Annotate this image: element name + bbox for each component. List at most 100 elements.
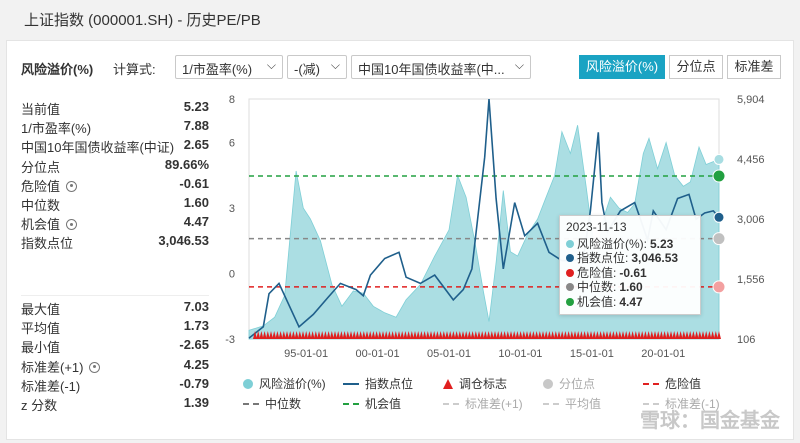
rebalance-marker xyxy=(259,331,264,339)
tab-percentile[interactable]: 分位点 xyxy=(669,55,723,79)
stat-row: 当前值 5.23 xyxy=(21,99,209,118)
tooltip-label: 危险值: xyxy=(577,265,617,280)
rebalance-marker xyxy=(390,331,395,339)
rebalance-marker xyxy=(653,331,657,339)
formula-select-1[interactable]: 1/市盈率(%) ⌵ xyxy=(175,55,283,79)
stat-label: 机会值 xyxy=(21,214,78,233)
legend-dot-icon xyxy=(566,297,574,306)
rebalance-marker xyxy=(678,331,683,339)
rebalance-marker xyxy=(560,331,565,339)
rebalance-marker xyxy=(288,331,293,339)
rebalance-marker xyxy=(582,331,587,339)
legend-rebalance[interactable]: 调仓标志 xyxy=(443,375,507,392)
rebalance-marker xyxy=(368,331,373,339)
legend-risk-premium[interactable]: 风险溢价(%) xyxy=(243,375,326,392)
rebalance-marker xyxy=(371,331,376,339)
rebalance-marker xyxy=(454,331,459,339)
stat-label: 标准差(-1) xyxy=(21,376,80,395)
rebalance-marker xyxy=(525,331,529,339)
stat-label-text: 机会值 xyxy=(21,217,61,233)
tooltip-value: -0.61 xyxy=(619,265,647,280)
chevron-down-icon: ⌵ xyxy=(330,58,340,72)
rebalance-marker xyxy=(365,331,369,339)
rebalance-marker xyxy=(553,331,558,339)
gear-icon[interactable] xyxy=(89,361,101,373)
legend-std-minus[interactable]: 标准差(-1) xyxy=(643,395,720,412)
index-level-marker xyxy=(713,211,725,223)
stat-value: 89.66% xyxy=(164,156,209,172)
rebalance-marker xyxy=(435,331,440,339)
rebalance-marker xyxy=(294,331,299,339)
tooltip-label: 风险溢价(%): xyxy=(577,236,647,251)
rebalance-marker xyxy=(489,331,494,339)
rebalance-marker xyxy=(429,331,433,339)
legend-label: 标准差(-1) xyxy=(665,397,720,411)
legend-median[interactable]: 中位数 xyxy=(243,395,301,412)
y-right-tick-label: 1,556 xyxy=(737,274,765,286)
legend-percentile[interactable]: 分位点 xyxy=(543,375,595,392)
legend-mean[interactable]: 平均值 xyxy=(543,395,601,412)
rebalance-marker xyxy=(573,331,577,339)
stat-label: 最大值 xyxy=(21,299,60,318)
legend-dot-icon xyxy=(566,254,574,262)
gear-icon[interactable] xyxy=(66,219,78,231)
rebalance-marker xyxy=(256,331,261,339)
rebalance-marker xyxy=(342,331,347,339)
legend-danger[interactable]: 危险值 xyxy=(643,375,701,392)
rebalance-marker xyxy=(320,331,325,339)
rebalance-marker xyxy=(528,331,533,339)
rebalance-marker xyxy=(518,331,523,339)
formula-select-3-value: 中国10年国债收益率(中... xyxy=(358,62,505,77)
rebalance-marker xyxy=(336,331,341,339)
legend-index-level[interactable]: 指数点位 xyxy=(343,375,413,392)
rebalance-marker xyxy=(691,331,696,339)
rebalance-marker xyxy=(534,331,539,339)
rebalance-marker xyxy=(333,331,337,339)
rebalance-marker xyxy=(461,331,465,339)
tab-risk-premium[interactable]: 风险溢价(%) xyxy=(579,55,665,79)
rebalance-marker xyxy=(704,331,709,339)
legend-label: 指数点位 xyxy=(365,377,414,391)
rebalance-marker xyxy=(387,331,392,339)
rebalance-marker xyxy=(656,331,661,339)
rebalance-marker xyxy=(317,331,321,339)
y-left-tick-label: 3 xyxy=(229,203,235,215)
rebalance-marker xyxy=(505,331,510,339)
legend-std-plus[interactable]: 标准差(+1) xyxy=(443,395,523,412)
y-right-tick-label: 3,006 xyxy=(737,214,765,226)
stat-value: -0.79 xyxy=(179,375,209,391)
rebalance-marker xyxy=(265,331,270,339)
rebalance-marker xyxy=(377,331,382,339)
rebalance-marker xyxy=(659,331,664,339)
formula-select-2[interactable]: -(减) ⌵ xyxy=(287,55,347,79)
stat-value: 4.47 xyxy=(183,214,209,230)
legend-opportunity[interactable]: 机会值 xyxy=(343,395,401,412)
stat-row: 1/市盈率(%) 7.88 xyxy=(21,118,209,137)
rebalance-marker xyxy=(275,331,280,339)
rebalance-marker xyxy=(640,331,645,339)
rebalance-marker xyxy=(665,331,670,339)
legend-line-icon xyxy=(343,383,359,385)
formula-select-3[interactable]: 中国10年国债收益率(中... ⌵ xyxy=(351,55,531,79)
gear-icon[interactable] xyxy=(66,180,78,192)
rebalance-marker xyxy=(422,331,427,339)
stat-row: 平均值 1.73 xyxy=(21,318,209,337)
legend-triangle-icon xyxy=(443,379,453,389)
legend-dot-icon xyxy=(566,283,574,291)
chevron-down-icon: ⌵ xyxy=(266,58,276,72)
stat-label: 中位数 xyxy=(21,195,60,214)
stat-label-text: 最小值 xyxy=(21,340,61,356)
rebalance-marker xyxy=(630,331,635,339)
rebalance-marker xyxy=(717,331,721,339)
rebalance-marker xyxy=(425,331,430,339)
rebalance-marker xyxy=(669,331,673,339)
window-title: 上证指数 (000001.SH) - 历史PE/PB xyxy=(24,12,261,29)
y-right-tick-label: 106 xyxy=(737,334,755,346)
stat-label: 1/市盈率(%) xyxy=(21,118,91,137)
stat-row: 指数点位 3,046.53 xyxy=(21,233,209,252)
rebalance-marker xyxy=(467,331,472,339)
rebalance-marker xyxy=(646,331,651,339)
tab-std-dev[interactable]: 标准差 xyxy=(727,55,781,79)
rebalance-marker xyxy=(339,331,344,339)
rebalance-marker xyxy=(547,331,552,339)
